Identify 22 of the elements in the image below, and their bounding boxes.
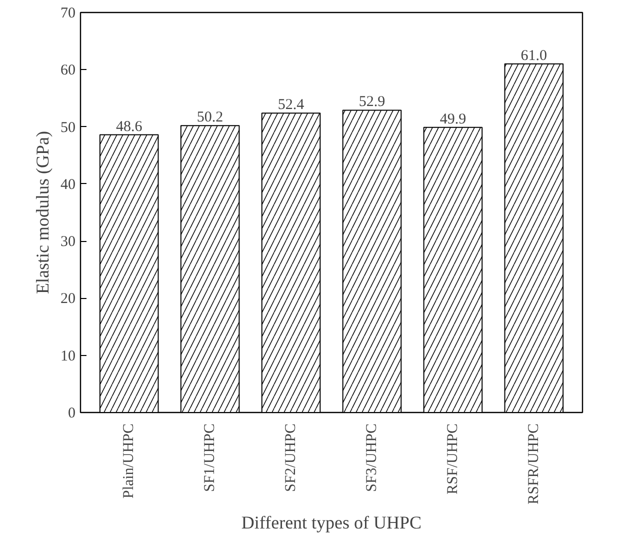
data-label: 50.2 bbox=[196, 110, 224, 126]
x-tick-label: RSFR/UHPC bbox=[526, 424, 542, 504]
x-tick-label: RSF/UHPC bbox=[444, 423, 461, 494]
y-tick-label: 30 bbox=[60, 234, 76, 250]
y-tick-label: 70 bbox=[60, 6, 76, 22]
data-label: 61.0 bbox=[520, 48, 548, 64]
data-label: 49.9 bbox=[440, 111, 466, 128]
x-tick-label: SF1/UHPC bbox=[202, 423, 218, 492]
x-tick-label: SF2/UHPC bbox=[283, 423, 300, 492]
y-tick-label: 0 bbox=[68, 406, 76, 422]
y-tick-label: 60 bbox=[60, 62, 76, 79]
y-axis-title: Elastic modulus (GPa) bbox=[32, 131, 52, 294]
x-tick-label: Plain/UHPC bbox=[121, 424, 138, 499]
y-tick-label: 10 bbox=[60, 348, 76, 364]
data-label: 52.9 bbox=[358, 94, 386, 110]
x-axis-title: Different types of UHPC bbox=[241, 512, 422, 532]
x-tick-label: SF3/UHPC bbox=[364, 423, 380, 492]
data-label: 48.6 bbox=[116, 118, 143, 135]
y-tick-label: 50 bbox=[60, 120, 76, 136]
y-tick-label: 20 bbox=[60, 291, 76, 308]
y-tick-label: 40 bbox=[60, 176, 76, 193]
data-label: 52.4 bbox=[278, 97, 305, 114]
